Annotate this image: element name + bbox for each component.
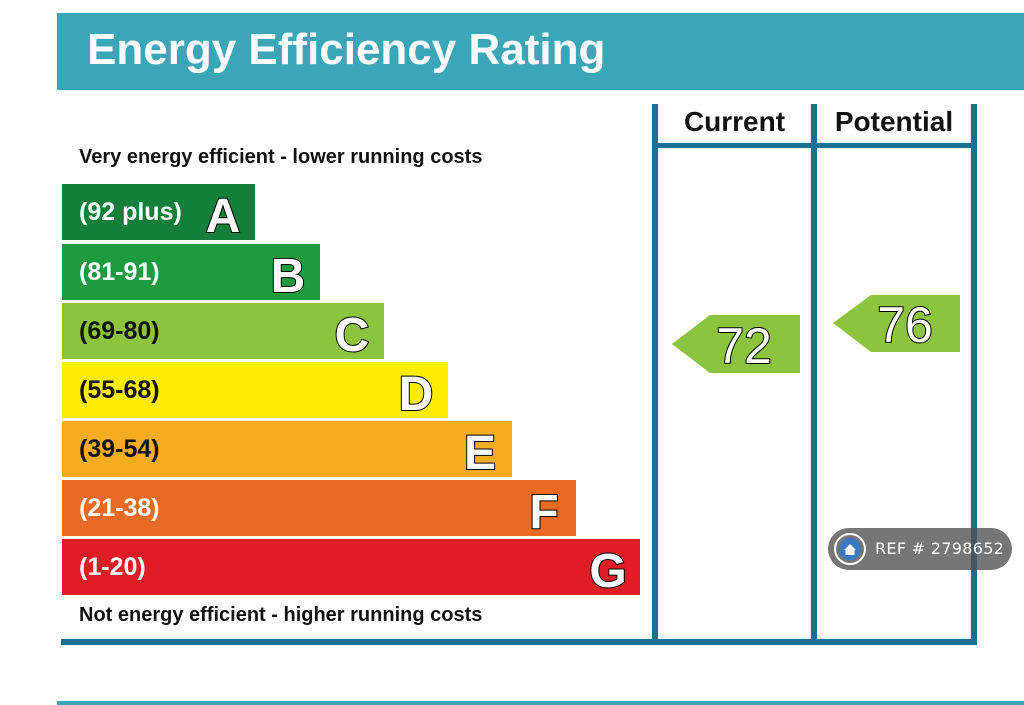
current-rating-value: 72 (716, 318, 772, 374)
band-e: (39-54) E (62, 421, 512, 481)
header-divider-line (652, 143, 977, 148)
band-c: (69-80) C (62, 303, 384, 363)
top-caption: Very energy efficient - lower running co… (79, 146, 483, 168)
band-range-label: (81-91) (79, 258, 160, 286)
band-range-label: (21-38) (79, 494, 160, 522)
ref-badge: REF # 2798652 (828, 528, 1012, 570)
frame-right-line (971, 104, 977, 644)
potential-column-header: Potential (834, 106, 954, 137)
band-letter-a: A (205, 189, 242, 244)
current-column-header: Current (683, 106, 786, 137)
band-range-label: (55-68) (79, 376, 160, 404)
band-letter-text: D (399, 368, 434, 421)
band-letter-text: E (464, 427, 496, 480)
band-letter-text: C (335, 309, 370, 362)
band-range-label: (69-80) (79, 317, 160, 345)
band-range-label: (92 plus) (79, 198, 182, 226)
frame-left-line (652, 104, 658, 644)
band-d: (55-68) D (62, 362, 448, 422)
bottom-rule (57, 701, 1024, 705)
band-letter-b: B (270, 249, 307, 304)
band-range-label: (39-54) (79, 435, 160, 463)
page-title: Energy Efficiency Rating (87, 25, 606, 74)
band-letter-d: D (398, 367, 435, 422)
potential-rating-value: 76 (877, 297, 933, 353)
frame-bottom-line (61, 639, 977, 645)
band-letter-f: F (528, 485, 559, 540)
band-range-label: (1-20) (79, 553, 146, 581)
band-letter-g: G (588, 544, 627, 599)
bottom-caption: Not energy efficient - higher running co… (79, 604, 483, 626)
current-rating-arrow: 72 (672, 315, 800, 375)
band-letter-c: C (334, 308, 371, 363)
band-letter-text: F (529, 486, 558, 539)
band-b: (81-91) B (62, 244, 320, 304)
ref-number: REF # 2798652 (875, 539, 1005, 558)
band-g: (1-20) G (62, 539, 640, 599)
potential-rating-arrow: 76 (833, 295, 960, 354)
band-letter-text: A (206, 190, 241, 243)
band-a: (92 plus) A (62, 184, 255, 244)
home-icon (834, 533, 866, 565)
band-f: (21-38) F (62, 480, 576, 540)
band-letter-text: G (589, 545, 626, 598)
title-bar: Energy Efficiency Rating (57, 13, 1024, 90)
band-letter-text: B (271, 250, 306, 303)
potential-arrow-shape (833, 295, 960, 352)
frame-middle-line (811, 104, 817, 644)
current-arrow-shape (672, 315, 800, 373)
band-letter-e: E (463, 426, 497, 481)
